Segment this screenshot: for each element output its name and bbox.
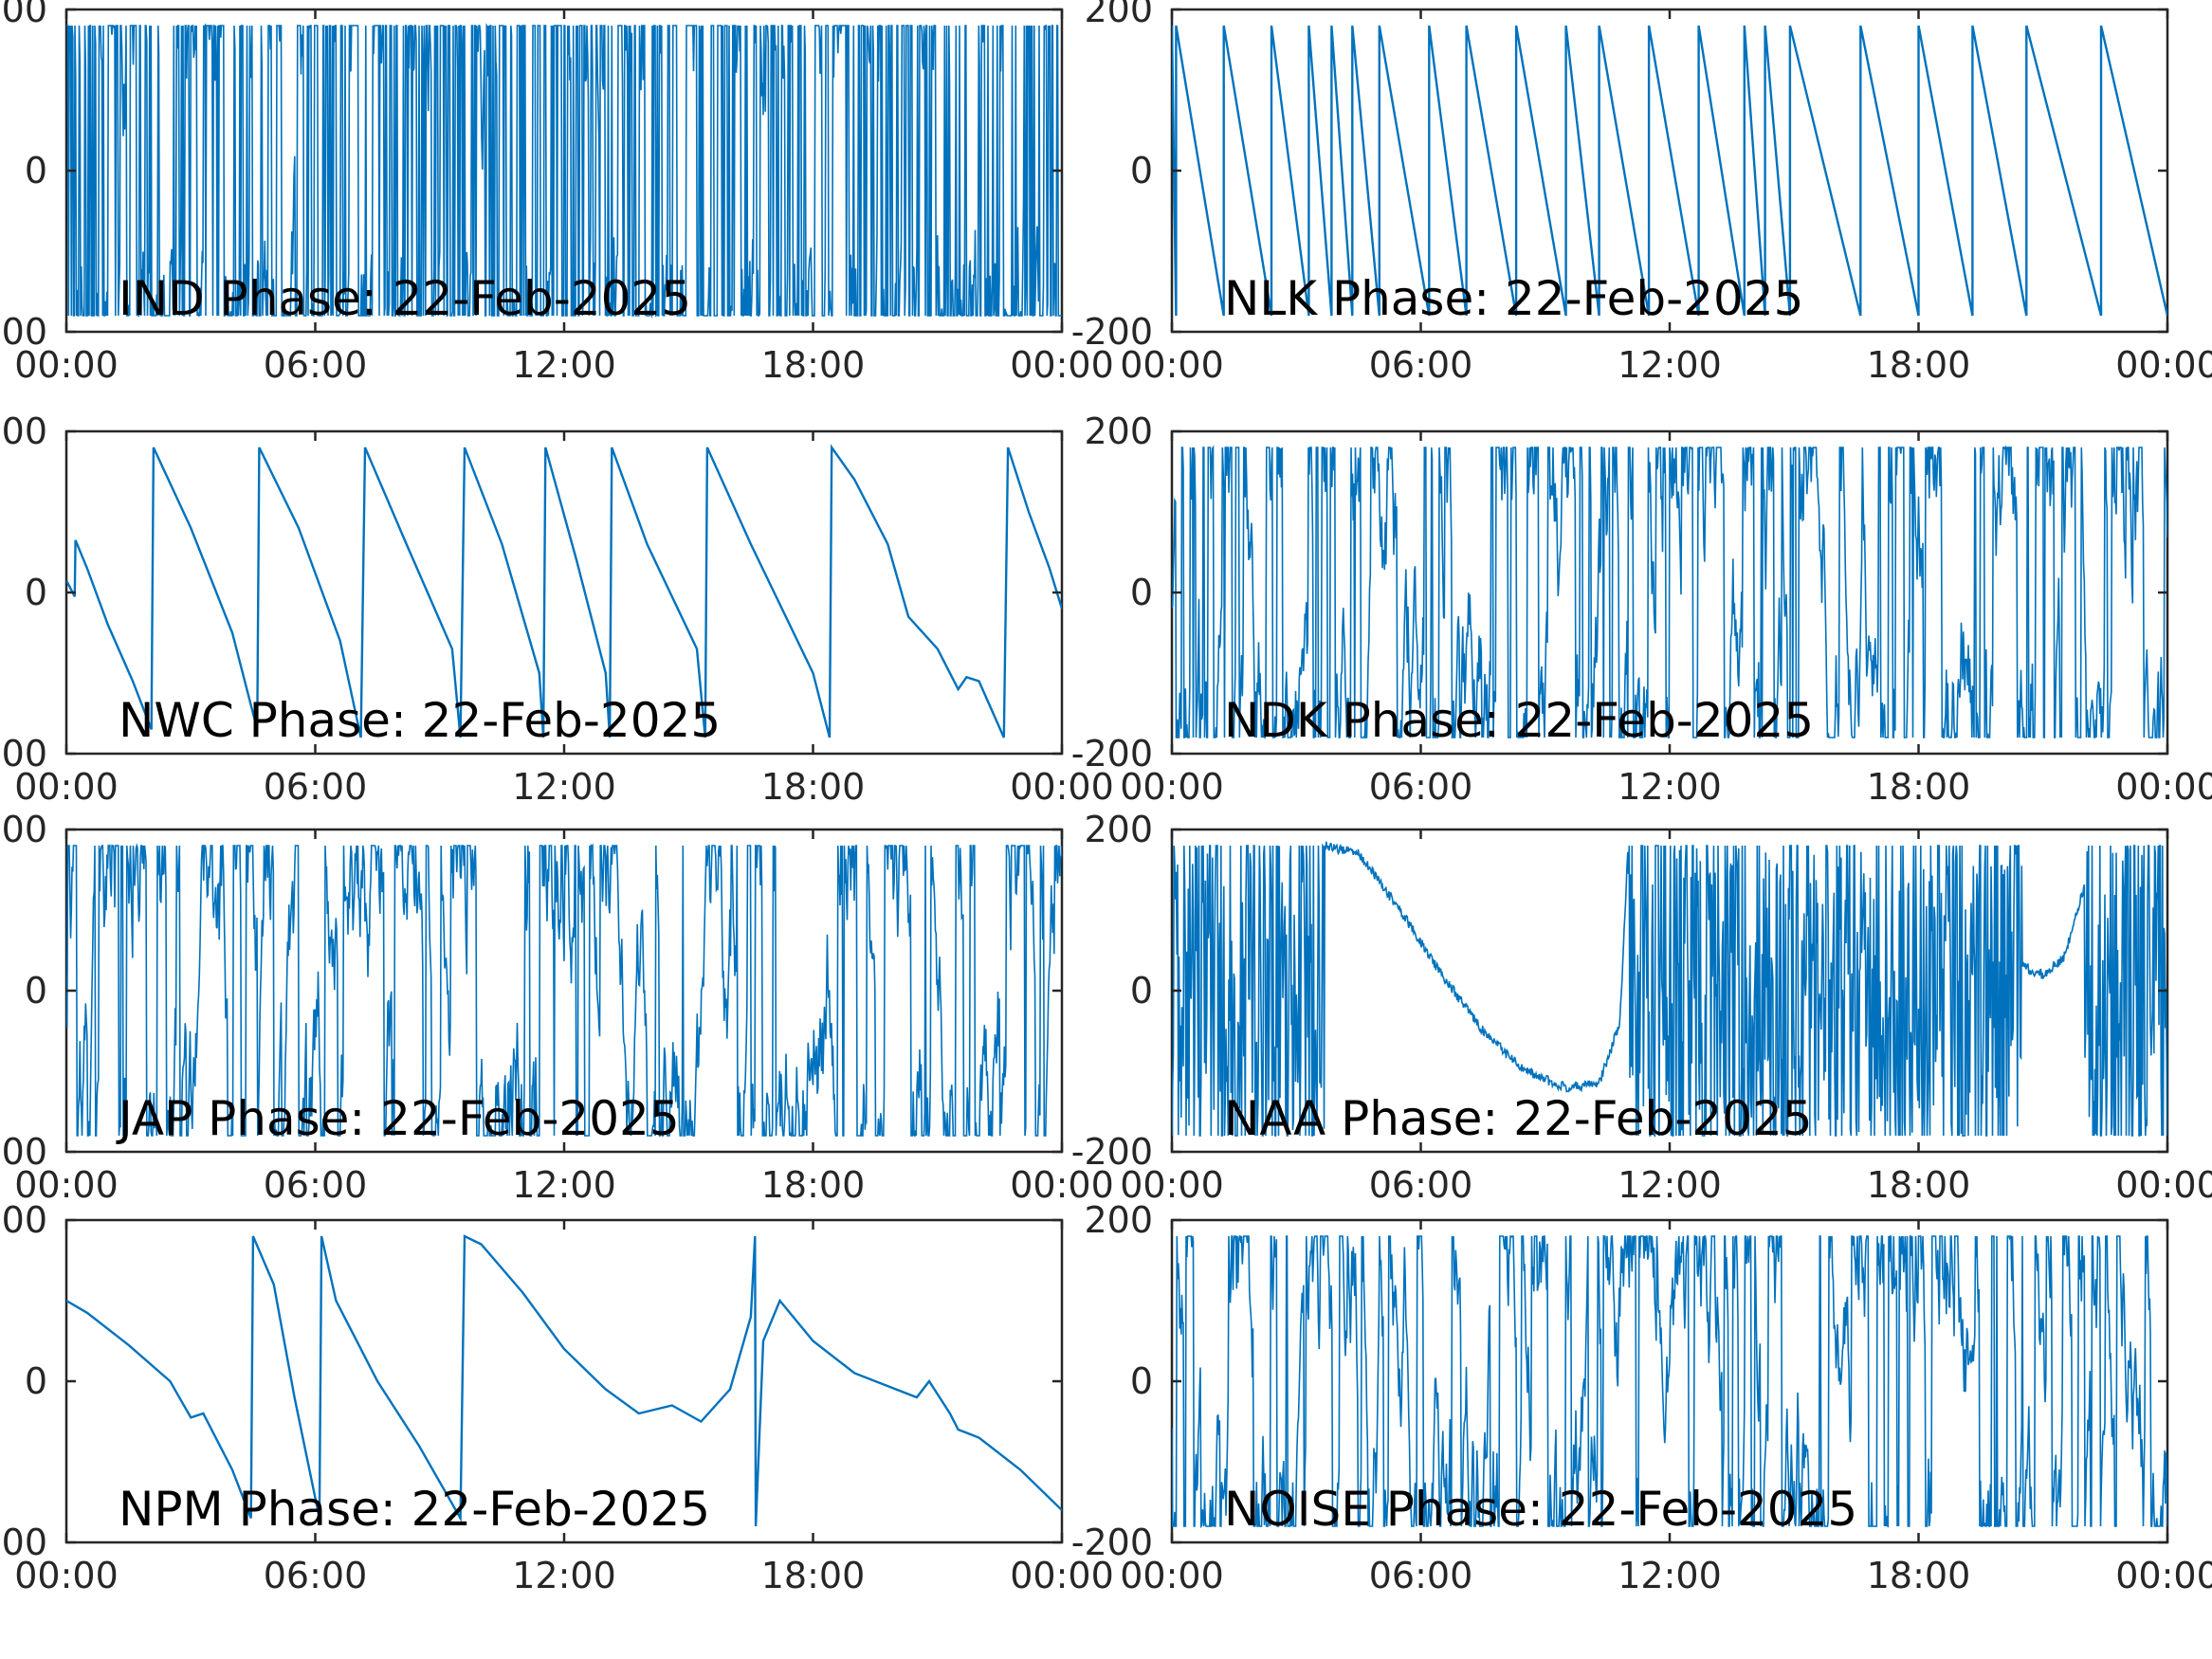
phase-series-line <box>1172 445 2167 739</box>
phase-series-line <box>1172 25 2167 317</box>
y-tick-label: -200 <box>1071 1131 1153 1173</box>
y-tick-label: 0 <box>25 150 47 191</box>
y-tick-label: 200 <box>0 1199 47 1241</box>
y-tick-label: 200 <box>1084 1199 1153 1241</box>
x-tick-label: 12:00 <box>1618 1164 1722 1206</box>
panel-title: NOISE Phase: 22-Feb-2025 <box>1224 1482 1857 1537</box>
x-tick-label: 00:00 <box>2115 1555 2212 1596</box>
y-tick-label: 0 <box>25 1360 47 1402</box>
x-tick-label: 18:00 <box>761 766 866 808</box>
x-tick-label: 00:00 <box>2115 344 2212 386</box>
x-tick-label: 12:00 <box>512 344 616 386</box>
x-tick-label: 00:00 <box>1120 1164 1224 1206</box>
phase-series-line <box>1172 841 2167 1138</box>
axes-frame <box>64 429 1064 756</box>
x-tick-label: 00:00 <box>1120 1555 1224 1596</box>
x-tick-label: 12:00 <box>1618 766 1722 808</box>
x-tick-label: 18:00 <box>1867 1164 1971 1206</box>
y-tick-label: -200 <box>1071 311 1153 353</box>
phase-series-line <box>1172 1234 2167 1529</box>
y-tick-label: 0 <box>25 970 47 1012</box>
x-tick-label: 00:00 <box>1120 766 1224 808</box>
x-tick-label: 18:00 <box>761 1555 866 1596</box>
axes-frame <box>64 1218 1064 1544</box>
x-tick-label: 00:00 <box>14 344 119 386</box>
y-tick-label: -200 <box>0 1522 47 1563</box>
y-tick-label: -200 <box>0 733 47 775</box>
panel-title: NPM Phase: 22-Feb-2025 <box>119 1482 710 1537</box>
x-tick-label: 00:00 <box>1010 766 1114 808</box>
y-tick-label: 0 <box>1130 150 1153 191</box>
y-tick-label: 200 <box>0 809 47 850</box>
x-tick-label: 00:00 <box>1010 344 1114 386</box>
x-tick-label: 12:00 <box>512 766 616 808</box>
y-tick-label: 200 <box>0 410 47 452</box>
x-tick-label: 00:00 <box>1010 1164 1114 1206</box>
x-tick-label: 12:00 <box>1618 344 1722 386</box>
x-tick-label: 18:00 <box>761 344 866 386</box>
panel-title: NWC Phase: 22-Feb-2025 <box>119 693 721 748</box>
x-tick-label: 00:00 <box>14 766 119 808</box>
y-tick-label: -200 <box>1071 1522 1153 1563</box>
panel-title: NLK Phase: 22-Feb-2025 <box>1224 271 1803 326</box>
panel-title: JAP Phase: 22-Feb-2025 <box>116 1091 680 1146</box>
x-tick-label: 00:00 <box>14 1555 119 1596</box>
panel-title: IND Phase: 22-Feb-2025 <box>119 271 691 326</box>
panel-title: NAA Phase: 22-Feb-2025 <box>1224 1091 1813 1146</box>
y-tick-label: 200 <box>1084 809 1153 850</box>
x-tick-label: 06:00 <box>264 1555 368 1596</box>
panel-title: NDK Phase: 22-Feb-2025 <box>1224 693 1814 748</box>
x-tick-label: 06:00 <box>1369 1164 1473 1206</box>
y-tick-label: 0 <box>25 572 47 613</box>
y-tick-label: -200 <box>0 1131 47 1173</box>
y-tick-label: -200 <box>1071 733 1153 775</box>
x-tick-label: 12:00 <box>512 1555 616 1596</box>
y-tick-label: 0 <box>1130 970 1153 1012</box>
y-tick-label: -200 <box>0 311 47 353</box>
x-tick-label: 00:00 <box>2115 1164 2212 1206</box>
x-tick-label: 06:00 <box>264 766 368 808</box>
x-tick-label: 00:00 <box>2115 766 2212 808</box>
x-tick-label: 18:00 <box>761 1164 866 1206</box>
x-tick-label: 06:00 <box>1369 1555 1473 1596</box>
x-tick-label: 12:00 <box>512 1164 616 1206</box>
x-tick-label: 00:00 <box>1010 1555 1114 1596</box>
y-tick-label: 0 <box>1130 572 1153 613</box>
x-tick-label: 06:00 <box>264 1164 368 1206</box>
x-tick-label: 18:00 <box>1867 1555 1971 1596</box>
x-tick-label: 06:00 <box>264 344 368 386</box>
x-tick-label: 00:00 <box>14 1164 119 1206</box>
y-tick-label: 200 <box>0 0 47 30</box>
x-tick-label: 18:00 <box>1867 344 1971 386</box>
phase-series-line <box>66 23 1062 319</box>
x-tick-label: 12:00 <box>1618 1555 1722 1596</box>
x-tick-label: 00:00 <box>1120 344 1224 386</box>
y-tick-label: 0 <box>1130 1360 1153 1402</box>
phase-series-line <box>66 843 1062 1138</box>
y-tick-label: 200 <box>1084 410 1153 452</box>
y-tick-label: 200 <box>1084 0 1153 30</box>
phase-series-line <box>66 444 1062 738</box>
phase-series-line <box>66 1234 1062 1527</box>
x-tick-label: 18:00 <box>1867 766 1971 808</box>
x-tick-label: 06:00 <box>1369 766 1473 808</box>
x-tick-label: 06:00 <box>1369 344 1473 386</box>
